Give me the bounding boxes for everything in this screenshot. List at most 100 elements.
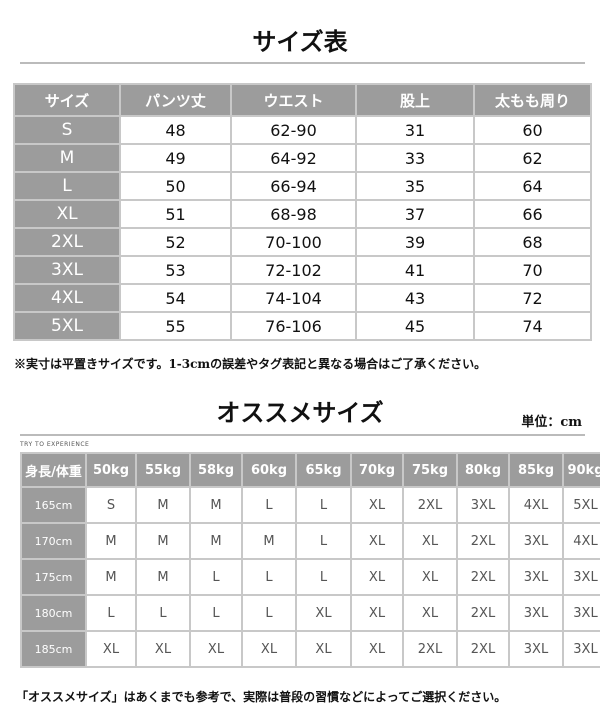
table-cell: XL (350, 486, 404, 524)
table-row: 3XL 53 72-102 41 70 (13, 255, 592, 285)
column-header: サイズ (13, 83, 121, 117)
table-cell: 4XL (562, 522, 600, 560)
table-cell: 76-106 (230, 311, 357, 341)
table-cell: XL (402, 558, 458, 596)
table-cell: XL (402, 522, 458, 560)
column-header: 太もも周り (473, 83, 592, 117)
row-header: 180cm (20, 594, 87, 632)
table-cell: 68-98 (230, 199, 357, 229)
column-header: 85kg (508, 452, 564, 488)
row-header: M (13, 143, 121, 173)
column-header: 股上 (355, 83, 475, 117)
table-cell: 3XL (508, 630, 564, 668)
column-header: 50kg (85, 452, 137, 488)
table-cell: 4XL (508, 486, 564, 524)
table-cell: XL (189, 630, 243, 668)
table-cell: XL (350, 558, 404, 596)
table-cell: 74 (473, 311, 592, 341)
table-cell: 45 (355, 311, 475, 341)
table-cell: 3XL (508, 522, 564, 560)
table-cell: 52 (119, 227, 232, 257)
table-row: 180cm L L L L XL XL XL 2XL 3XL 3XL (20, 594, 600, 632)
table-cell: 66 (473, 199, 592, 229)
table-cell: L (295, 522, 352, 560)
table-cell: L (241, 558, 297, 596)
column-header: 55kg (135, 452, 191, 488)
table-cell: M (135, 558, 191, 596)
table-cell: 3XL (456, 486, 510, 524)
table-cell: 5XL (562, 486, 600, 524)
column-header: 58kg (189, 452, 243, 488)
table-cell: L (295, 558, 352, 596)
row-header: 165cm (20, 486, 87, 524)
table-row: 2XL 52 70-100 39 68 (13, 227, 592, 257)
table-cell: 3XL (562, 594, 600, 632)
column-header: 75kg (402, 452, 458, 488)
table-cell: 2XL (402, 486, 458, 524)
table-cell: 62 (473, 143, 592, 173)
table-cell: L (241, 594, 297, 632)
table-row: 5XL 55 76-106 45 74 (13, 311, 592, 341)
table-cell: 48 (119, 115, 232, 145)
row-header: 4XL (13, 283, 121, 313)
table-cell: 39 (355, 227, 475, 257)
recommend-title: オススメサイズ (216, 398, 384, 427)
subtitle: TRY TO EXPERIENCE (20, 441, 90, 448)
table-row: S 48 62-90 31 60 (13, 115, 592, 145)
size-note: ※実寸は平置きサイズです。1-3cmの誤差やタグ表記と異なる場合はご了承ください… (14, 357, 487, 371)
table-cell: 72-102 (230, 255, 357, 285)
table-cell: L (189, 594, 243, 632)
table-row: L 50 66-94 35 64 (13, 171, 592, 201)
table-cell: 3XL (508, 594, 564, 632)
table-cell: 37 (355, 199, 475, 229)
size-chart-title: サイズ表 (252, 27, 348, 56)
row-header: 185cm (20, 630, 87, 668)
divider (20, 434, 585, 436)
table-cell: 2XL (402, 630, 458, 668)
recommend-note: 「オススメサイズ」はあくまでも参考で、実際は普段の習慣などによってご選択ください… (16, 690, 507, 704)
row-header: XL (13, 199, 121, 229)
table-cell: 68 (473, 227, 592, 257)
table-row: 170cm M M M M L XL XL 2XL 3XL 4XL (20, 522, 600, 560)
table-row: 165cm S M M L L XL 2XL 3XL 4XL 5XL (20, 486, 600, 524)
table-cell: M (135, 486, 191, 524)
column-header: パンツ丈 (119, 83, 232, 117)
table-cell: L (189, 558, 243, 596)
table-row: 175cm M M L L L XL XL 2XL 3XL 3XL (20, 558, 600, 596)
table-row: 4XL 54 74-104 43 72 (13, 283, 592, 313)
table-cell: M (241, 522, 297, 560)
column-header: 70kg (350, 452, 404, 488)
row-header: 175cm (20, 558, 87, 596)
unit-label: 単位：cm (521, 415, 582, 430)
table-cell: M (189, 522, 243, 560)
size-chart-table: サイズ パンツ丈 ウエスト 股上 太もも周り S 48 62-90 31 60 M 49 64-92 33… (13, 83, 592, 341)
column-header: 90kg (562, 452, 600, 488)
column-header: 60kg (241, 452, 297, 488)
table-row: M 49 64-92 33 62 (13, 143, 592, 173)
table-cell: 3XL (508, 558, 564, 596)
table-cell: 50 (119, 171, 232, 201)
table-cell: 33 (355, 143, 475, 173)
column-header: 65kg (295, 452, 352, 488)
row-header: 5XL (13, 311, 121, 341)
table-cell: 72 (473, 283, 592, 313)
table-cell: XL (350, 522, 404, 560)
table-cell: 2XL (456, 522, 510, 560)
table-cell: 54 (119, 283, 232, 313)
divider (20, 62, 585, 64)
row-header: 3XL (13, 255, 121, 285)
table-cell: M (85, 522, 137, 560)
table-cell: XL (350, 594, 404, 632)
table-cell: XL (85, 630, 137, 668)
table-cell: 2XL (456, 558, 510, 596)
table-cell: M (85, 558, 137, 596)
table-cell: L (85, 594, 137, 632)
table-cell: 31 (355, 115, 475, 145)
table-cell: 2XL (456, 594, 510, 632)
table-cell: XL (295, 594, 352, 632)
table-cell: 55 (119, 311, 232, 341)
table-cell: XL (135, 630, 191, 668)
table-cell: 41 (355, 255, 475, 285)
table-cell: XL (350, 630, 404, 668)
table-cell: 62-90 (230, 115, 357, 145)
